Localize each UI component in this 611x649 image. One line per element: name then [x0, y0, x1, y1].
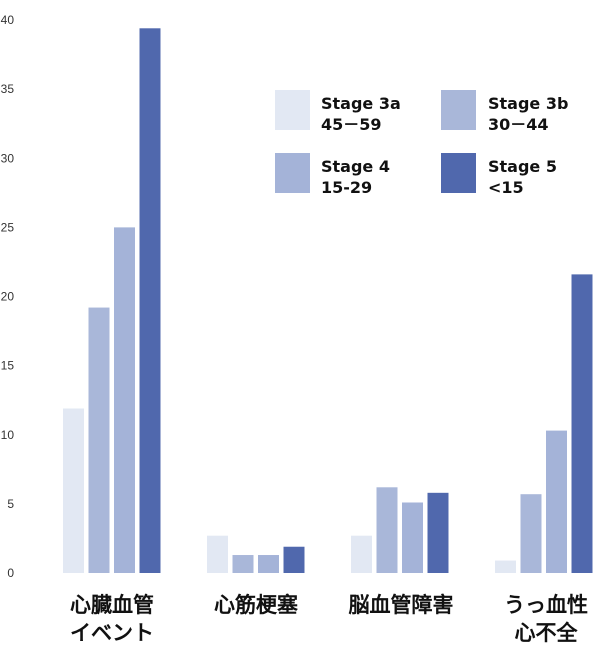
legend-swatch	[275, 153, 310, 193]
y-tick-label: 15	[1, 359, 15, 373]
bar	[283, 546, 305, 573]
legend-label: Stage 4 15-29	[321, 157, 390, 197]
bar	[427, 492, 449, 573]
bar	[139, 28, 161, 574]
bar	[114, 227, 135, 573]
y-axis: 0 5 10 15 20 25 30 35 40	[1, 13, 15, 580]
y-tick-label: 20	[1, 290, 15, 304]
bar	[402, 502, 423, 573]
bar	[520, 494, 542, 573]
legend-swatch	[275, 90, 310, 130]
legend: Stage 3a 45－59 Stage 3b 30－44 Stage 4 15-29 St…	[275, 90, 568, 197]
x-axis-labels: 心臓血管イベント 心筋梗塞 脳血管障害 うっ血性心不全	[70, 593, 588, 645]
bar	[88, 307, 110, 573]
y-tick-label: 25	[1, 220, 15, 234]
legend-label: Stage 5 <15	[488, 157, 557, 197]
bar	[546, 430, 567, 573]
y-tick-label: 35	[1, 82, 15, 96]
bar	[571, 274, 593, 573]
bar	[376, 487, 398, 573]
bar	[351, 535, 372, 573]
category-label: うっ血性心不全	[504, 593, 588, 645]
category-label: 心筋梗塞	[214, 593, 299, 617]
bar	[258, 555, 279, 573]
legend-label: Stage 3b 30－44	[488, 94, 568, 134]
bar	[63, 408, 84, 573]
category-label: 心臓血管イベント	[70, 593, 154, 645]
y-tick-label: 0	[7, 566, 14, 580]
legend-swatch	[441, 153, 476, 193]
y-tick-label: 10	[1, 428, 15, 442]
y-tick-label: 30	[1, 151, 15, 165]
category-label: 脳血管障害	[349, 593, 454, 617]
legend-label: Stage 3a 45－59	[321, 94, 401, 134]
y-tick-label: 5	[7, 497, 14, 511]
bar	[207, 535, 228, 573]
bar	[232, 555, 254, 573]
legend-swatch	[441, 90, 476, 130]
bars	[63, 28, 593, 574]
y-tick-label: 40	[1, 13, 15, 27]
bar	[495, 560, 516, 573]
